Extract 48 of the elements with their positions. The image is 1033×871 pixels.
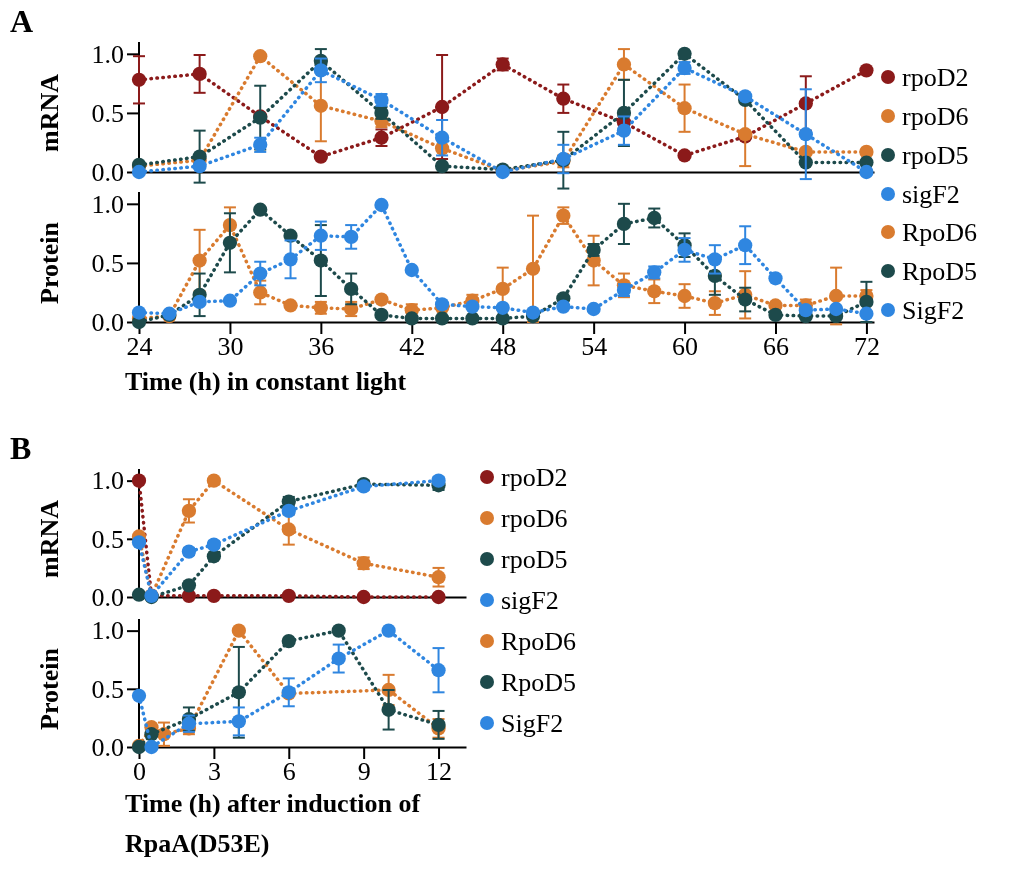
chart-title: A bbox=[10, 3, 34, 39]
x-tick-label: 54 bbox=[581, 332, 608, 362]
x-tick-label: 36 bbox=[308, 332, 335, 362]
x-tick-label: 6 bbox=[282, 757, 296, 787]
legend-label: rpoD2 bbox=[902, 63, 969, 92]
legend-label: rpoD6 bbox=[501, 504, 568, 533]
x-tick-label: 48 bbox=[490, 332, 517, 362]
legend-label: rpoD5 bbox=[902, 141, 969, 170]
legend-label: rpoD6 bbox=[902, 102, 969, 131]
y-tick-label: 0.5 bbox=[91, 524, 124, 554]
y-tick-label: 0.0 bbox=[91, 307, 124, 337]
legend-label: SigF2 bbox=[902, 296, 965, 325]
x-tick-label: 0 bbox=[133, 757, 146, 787]
y-tick-label: 0.5 bbox=[91, 674, 124, 704]
x-axis-title: Time (h) in constant light bbox=[125, 367, 407, 396]
x-tick-label: 66 bbox=[762, 332, 789, 362]
x-tick-label: 3 bbox=[207, 757, 221, 787]
legend-label: RpoD6 bbox=[902, 218, 978, 247]
y-axis-title: Protein bbox=[35, 221, 64, 304]
legend-label: rpoD2 bbox=[501, 463, 568, 492]
legend-label: sigF2 bbox=[902, 180, 960, 209]
x-tick-label: 72 bbox=[853, 332, 880, 362]
y-axis-title: mRNA bbox=[35, 73, 64, 152]
y-tick-label: 0.0 bbox=[91, 157, 124, 187]
legend-label: RpoD6 bbox=[501, 627, 577, 656]
y-axis-title: mRNA bbox=[35, 499, 64, 578]
y-tick-label: 0.5 bbox=[91, 248, 124, 278]
y-tick-label: 1.0 bbox=[91, 616, 124, 646]
chart-title: B bbox=[10, 430, 32, 466]
y-tick-label: 1.0 bbox=[91, 466, 124, 496]
y-tick-label: 0.0 bbox=[91, 732, 124, 762]
x-tick-label: 42 bbox=[399, 332, 426, 362]
x-tick-label: 9 bbox=[357, 757, 371, 787]
y-tick-label: 1.0 bbox=[91, 39, 124, 69]
y-tick-label: 1.0 bbox=[91, 189, 124, 219]
y-tick-label: 0.5 bbox=[91, 98, 124, 128]
x-tick-label: 60 bbox=[672, 332, 699, 362]
legend-label: rpoD5 bbox=[501, 545, 568, 574]
legend-label: sigF2 bbox=[501, 586, 559, 615]
legend-label: RpoD5 bbox=[902, 257, 978, 286]
x-tick-label: 30 bbox=[217, 332, 244, 362]
x-axis-title: Time (h) after induction of RpaA(D53E) bbox=[125, 789, 421, 858]
x-tick-label: 24 bbox=[126, 332, 153, 362]
legend-label: RpoD5 bbox=[501, 668, 577, 697]
legend-label: SigF2 bbox=[501, 709, 564, 738]
y-axis-title: Protein bbox=[35, 647, 64, 730]
y-tick-label: 0.0 bbox=[91, 582, 124, 612]
x-tick-label: 12 bbox=[426, 757, 453, 787]
